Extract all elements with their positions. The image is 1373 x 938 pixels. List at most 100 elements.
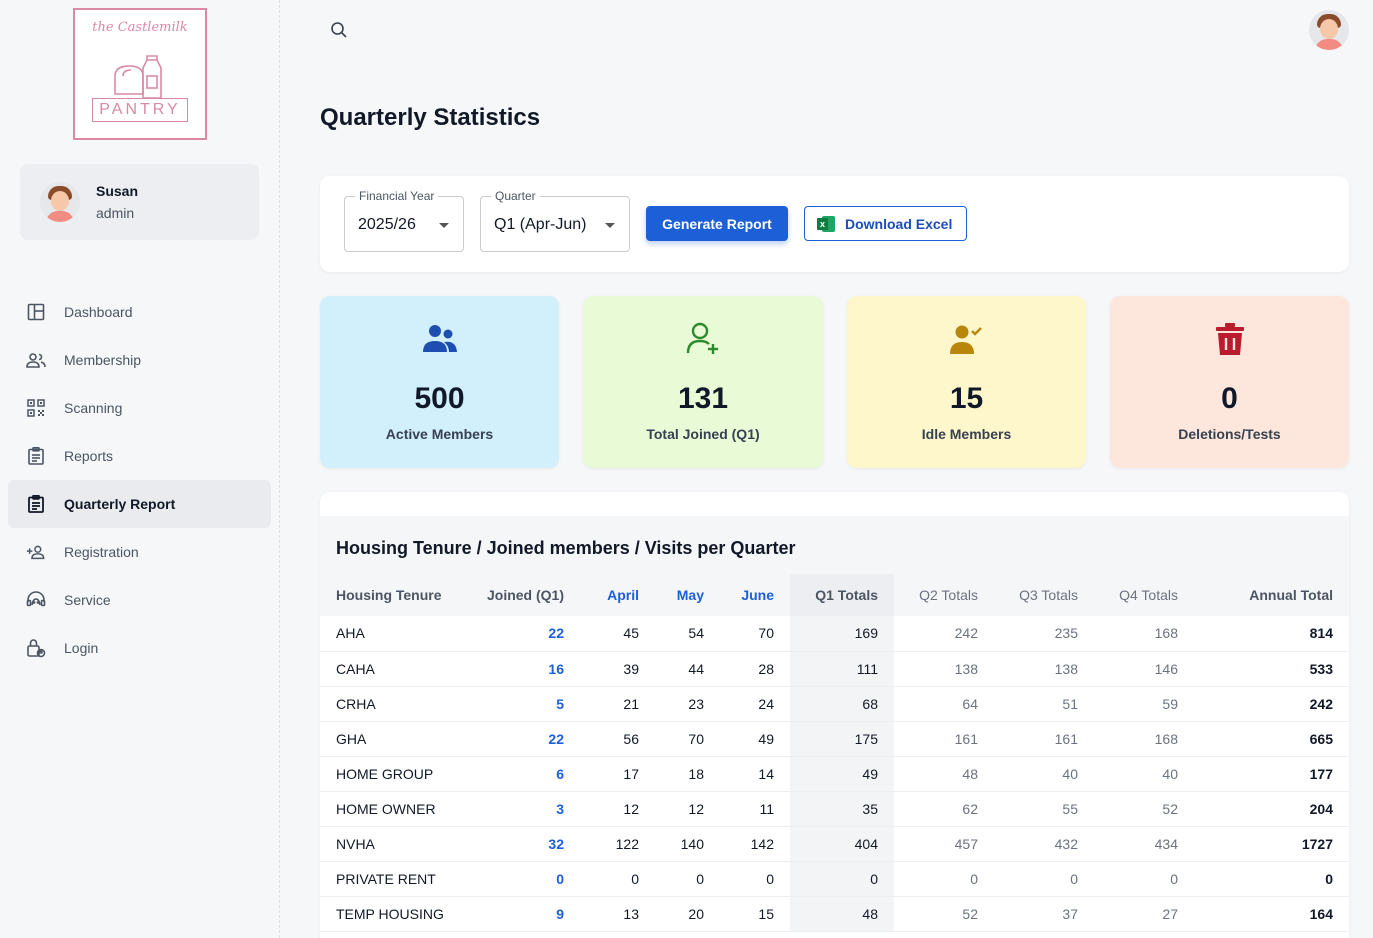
column-header-q3-totals[interactable]: Q3 Totals	[994, 574, 1094, 616]
cell-joined: 6	[470, 756, 580, 792]
cell-joined: 32	[470, 826, 580, 862]
cell-q3-total: 0	[994, 861, 1094, 897]
cell-q3-total: 161	[994, 721, 1094, 757]
cell-q2-total: 62	[894, 791, 994, 827]
financial-year-select[interactable]: Financial Year 2025/26	[344, 189, 464, 252]
table-title: Housing Tenure / Joined members / Visits…	[336, 538, 796, 558]
account-avatar[interactable]	[1309, 10, 1349, 50]
cell-q4-total: 168	[1094, 721, 1194, 757]
stat-card-idle-members: 15 Idle Members	[847, 296, 1086, 468]
cell-q3-total: 40	[994, 756, 1094, 792]
cell-q1-total: 111	[790, 651, 894, 687]
sidebar-item-label: Dashboard	[64, 304, 133, 320]
cell-housing-tenure: TEMP HOUSING	[320, 896, 470, 932]
cell-housing-tenure: NVHA	[320, 826, 470, 862]
cell-may: 0	[655, 861, 720, 897]
stat-value: 500	[414, 382, 465, 415]
table-row[interactable]: NVHA 32 122 140 142 404 457 432 434 1727	[320, 826, 1349, 862]
cell-housing-tenure: HOME OWNER	[320, 791, 470, 827]
stat-label: Idle Members	[921, 426, 1012, 442]
sidebar-item-label: Reports	[64, 448, 114, 464]
cell-q4-total: 146	[1094, 651, 1194, 687]
quarter-select[interactable]: Quarter Q1 (Apr-Jun)	[480, 189, 630, 252]
user-name: Susan	[96, 183, 139, 199]
column-header-joined[interactable]: Joined (Q1)	[470, 574, 580, 616]
quarter-value: Q1 (Apr-Jun)	[494, 216, 587, 233]
table-row[interactable]: CRHA 5 21 23 24 68 64 51 59 242	[320, 686, 1349, 722]
trash-icon	[1110, 322, 1349, 356]
financial-year-value: 2025/26	[358, 216, 416, 233]
cell-april: 122	[580, 826, 655, 862]
chevron-down-icon	[439, 223, 449, 228]
cell-annual-total: 204	[1194, 791, 1349, 827]
column-header-q1-totals[interactable]: Q1 Totals	[790, 574, 894, 616]
logo-tagline: the Castlemilk	[92, 20, 188, 35]
cell-housing-tenure: CAHA	[320, 651, 470, 687]
table-row[interactable]: GHA 22 56 70 49 175 161 161 168 665	[320, 721, 1349, 757]
cell-april: 12	[580, 791, 655, 827]
housing-tenure-table: Housing Tenure Joined (Q1) April May Jun…	[320, 574, 1349, 932]
table-row[interactable]: CAHA 16 39 44 28 111 138 138 146 533	[320, 651, 1349, 687]
table-row[interactable]: AHA 22 45 54 70 169 242 235 168 814	[320, 616, 1349, 652]
cell-april: 56	[580, 721, 655, 757]
search-button[interactable]	[328, 19, 350, 41]
stat-card-deletions: 0 Deletions/Tests	[1110, 296, 1349, 468]
cell-q2-total: 48	[894, 756, 994, 792]
table-row[interactable]: PRIVATE RENT 0 0 0 0 0 0 0 0 0	[320, 861, 1349, 897]
sidebar-item-scanning[interactable]: Scanning	[8, 384, 271, 432]
cell-q3-total: 51	[994, 686, 1094, 722]
download-excel-label: Download Excel	[845, 215, 953, 232]
cell-q4-total: 59	[1094, 686, 1194, 722]
cell-q3-total: 235	[994, 616, 1094, 652]
stat-card-total-joined: 131 Total Joined (Q1)	[583, 296, 823, 468]
column-header-april[interactable]: April	[580, 574, 655, 616]
table-header-row: Housing Tenure Joined (Q1) April May Jun…	[320, 574, 1349, 616]
sidebar-item-label: Scanning	[64, 400, 123, 416]
stat-label: Total Joined (Q1)	[646, 426, 760, 442]
cell-q2-total: 242	[894, 616, 994, 652]
sidebar-item-quarterly-report[interactable]: Quarterly Report	[8, 480, 271, 528]
sidebar-item-dashboard[interactable]: Dashboard	[8, 288, 271, 336]
sidebar-item-reports[interactable]: Reports	[8, 432, 271, 480]
person-check-icon	[847, 322, 1086, 356]
cell-june: 0	[720, 861, 790, 897]
support-agent-icon	[26, 590, 46, 610]
logo-wordmark: PANTRY	[92, 98, 188, 122]
sidebar-item-label: Quarterly Report	[64, 496, 176, 512]
cell-housing-tenure: GHA	[320, 721, 470, 757]
table-row[interactable]: HOME GROUP 6 17 18 14 49 48 40 40 177	[320, 756, 1349, 792]
qr-code-icon	[26, 398, 46, 418]
stat-label: Active Members	[385, 426, 494, 442]
cell-q1-total: 68	[790, 686, 894, 722]
cell-q1-total: 49	[790, 756, 894, 792]
quarter-label: Quarter	[491, 189, 540, 203]
column-header-june[interactable]: June	[720, 574, 790, 616]
sidebar-item-label: Service	[64, 592, 111, 608]
cell-q2-total: 161	[894, 721, 994, 757]
column-header-q2-totals[interactable]: Q2 Totals	[894, 574, 994, 616]
column-header-q4-totals[interactable]: Q4 Totals	[1094, 574, 1194, 616]
chevron-down-icon	[605, 223, 615, 228]
sidebar-item-registration[interactable]: Registration	[8, 528, 271, 576]
cell-q2-total: 138	[894, 651, 994, 687]
user-card[interactable]: Susan admin	[20, 164, 259, 240]
pantry-logo[interactable]: the Castlemilk PANTRY	[73, 8, 207, 140]
sidebar-item-login[interactable]: Login	[8, 624, 271, 672]
table-row[interactable]: HOME OWNER 3 12 12 11 35 62 55 52 204	[320, 791, 1349, 827]
cell-q4-total: 0	[1094, 861, 1194, 897]
cell-april: 17	[580, 756, 655, 792]
table-row[interactable]: TEMP HOUSING 9 13 20 15 48 52 37 27 164	[320, 896, 1349, 932]
sidebar-item-service[interactable]: Service	[8, 576, 271, 624]
cell-joined: 3	[470, 791, 580, 827]
housing-tenure-table-card: Housing Tenure / Joined members / Visits…	[320, 492, 1349, 938]
generate-report-button[interactable]: Generate Report	[646, 206, 788, 241]
clipboard-icon	[26, 446, 46, 466]
excel-icon: x	[817, 215, 835, 232]
column-header-housing-tenure[interactable]: Housing Tenure	[320, 574, 470, 616]
sidebar-item-membership[interactable]: Membership	[8, 336, 271, 384]
column-header-may[interactable]: May	[655, 574, 720, 616]
column-header-annual-total[interactable]: Annual Total	[1194, 574, 1349, 616]
download-excel-button[interactable]: x Download Excel	[804, 206, 967, 241]
cell-q2-total: 52	[894, 896, 994, 932]
stat-label: Deletions/Tests	[1178, 426, 1281, 442]
